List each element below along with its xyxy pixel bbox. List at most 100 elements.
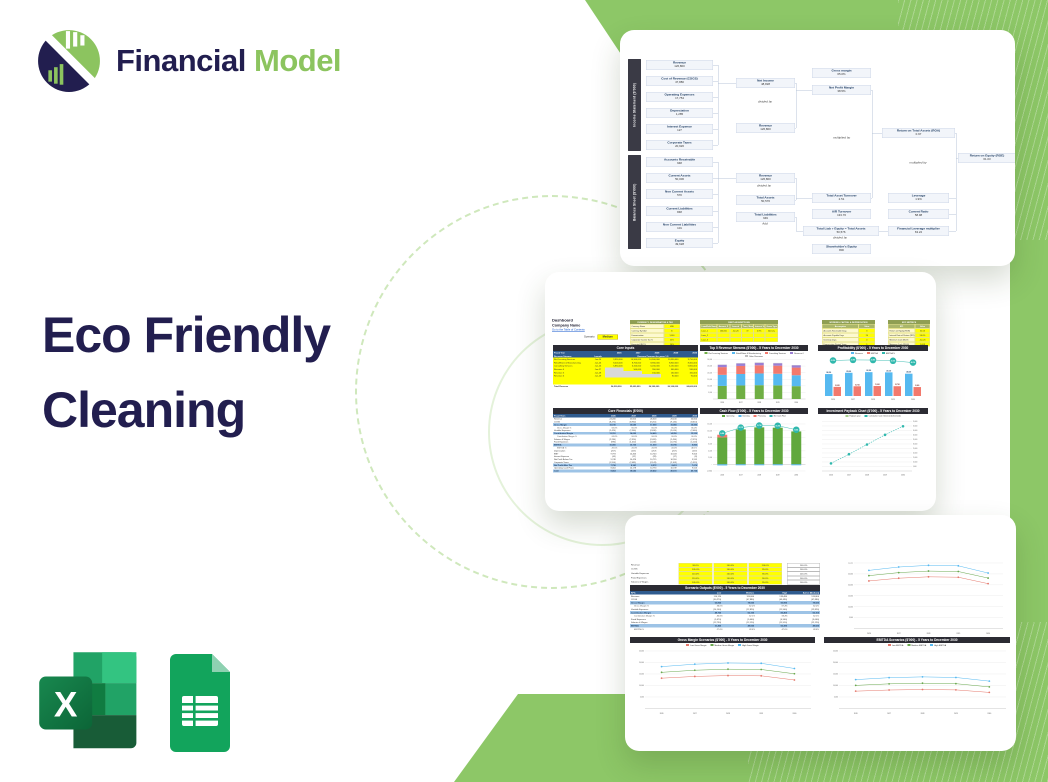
line-marker [868, 574, 870, 577]
legend-label: EBITDA % [885, 351, 896, 355]
axis-label: 20,000 [833, 662, 838, 664]
line-marker [888, 676, 890, 679]
axis-label: 25,000 [639, 651, 644, 653]
legend-item: Investing [738, 414, 750, 417]
line-marker [988, 691, 991, 694]
net-cash-flow-marker [756, 422, 763, 429]
cell: 8,400,000 [604, 360, 624, 365]
table-row: Contribution Margin 49,750 66,100 82,450 66,… [630, 610, 820, 615]
flow-node-value: 948 [677, 162, 682, 166]
cell: 40,181 [657, 469, 678, 473]
revenue-bar [885, 372, 893, 397]
flow-node-total_assets: Total Assets 50,576 [736, 195, 795, 205]
connector-line [956, 133, 957, 231]
cell: Gross Margin % [557, 426, 572, 429]
connector-line [718, 162, 719, 243]
line-marker [727, 668, 729, 671]
axis-label: 5,000 [849, 617, 853, 619]
flow-node-label: Current Assets [668, 174, 691, 178]
axis-label: 26,100 [886, 371, 891, 373]
dashboard-header: Dashboard Company Name Go to the Table o… [552, 318, 632, 340]
connector-line [710, 97, 718, 98]
axis-label: 40,000 [913, 435, 917, 437]
chart-canvas: 5,000 10,000 15,000 20,000 25,000 30,000 35,00… [822, 421, 917, 476]
investing-swatch [738, 414, 742, 417]
flow-node-net_income: Net Income 48,828 [736, 78, 795, 88]
cell: 9,950,000 [604, 357, 624, 361]
cell: (257) [671, 449, 677, 452]
cell: 17,090 [636, 423, 658, 427]
axis-label: 2030 [986, 633, 990, 635]
flow-node-label: Shareholder's Equity [826, 245, 857, 249]
bar-segment [773, 385, 783, 400]
connector-line [876, 231, 888, 232]
line-marker [660, 677, 663, 680]
line-marker [660, 665, 663, 668]
column-header: Medium [722, 591, 756, 595]
line-marker [727, 674, 729, 677]
cell: $ [663, 328, 680, 334]
hero-title-line1: Eco Friendly [42, 307, 331, 363]
axis-label: 2028 [757, 474, 761, 476]
axis-label: 41.5% [831, 359, 836, 362]
cell: Revenue 4 [553, 367, 592, 371]
cell: (47,880) [811, 598, 819, 601]
cell: 100.0% [713, 571, 748, 576]
axis-label: 41.9% [851, 359, 856, 362]
column-header: Assumption [822, 324, 859, 329]
table-row: Loan_2 [700, 333, 778, 338]
scenario-chip[interactable]: Medium [597, 334, 618, 340]
ebitda-bar [833, 387, 841, 397]
cell [729, 337, 742, 343]
table-row: Gross Margin 15,730 16,640 17,090 16,960 15,9… [553, 423, 698, 427]
flow-node-value: 949 [763, 217, 768, 221]
axis-label: 30,000 [913, 444, 917, 446]
cell: Cash [553, 469, 597, 473]
cell: 56.0% [716, 604, 723, 608]
dashboard-title: Dashboard [552, 318, 573, 323]
flow-node-roe: Return on Equity (ROE) 61.03 [958, 153, 1015, 163]
line-marker [987, 582, 989, 585]
axis-label: 2029 [759, 713, 763, 715]
connector-line [710, 129, 718, 130]
chart-area: (2,000) - 2,000 4,000 6,000 8,000 10,000 12,000… [700, 418, 808, 480]
cell: 25% [663, 337, 680, 343]
cell: 78,920 [722, 600, 756, 605]
cell: EBITDA % [557, 446, 567, 449]
cell: 126,800 [746, 594, 755, 598]
hero-title: Eco Friendly Cleaning [42, 298, 331, 448]
cell: (9,210) [649, 420, 657, 423]
flow-node-label: Corporate Taxes [667, 141, 692, 145]
axis-label: 2030 [794, 474, 798, 476]
axis-label: 10,790 [895, 384, 900, 386]
investing-bar [772, 464, 783, 466]
flow-node-value: 126,800 [760, 128, 771, 132]
bar-segment [717, 364, 727, 368]
chart-canvas: 5,000 10,000 15,000 20,000 25,000 2026 2027 202… [833, 651, 1006, 715]
mini-table-title: CURRENCY, DENOMINATION & TAX [630, 320, 680, 325]
cell: 139,480 [779, 594, 787, 598]
cell: Salaries & Wages [554, 437, 570, 441]
table-row: Revenue 114,120 126,800 139,480 126,800 [630, 594, 820, 598]
cell [604, 370, 624, 375]
cell: Re-Occurring Services [553, 357, 592, 361]
ebitda-percent-marker [909, 359, 917, 367]
cell [753, 337, 765, 343]
axis-label: 2028 [927, 633, 931, 635]
chart-area: 5,000 10,000 15,000 20,000 25,000 30,000 2026 2… [839, 559, 1007, 638]
cell: Denomination [630, 333, 664, 338]
line-marker [955, 689, 957, 691]
axis-label: 5,000 [913, 466, 917, 468]
cell: 110.0% [748, 563, 783, 568]
cell: Minimum Cash Month [888, 337, 915, 343]
cell: Operating Cash Flows [554, 466, 574, 470]
line-marker [868, 580, 870, 582]
axis-label: 2027 [739, 474, 743, 476]
connector-line [710, 227, 718, 228]
cell: 24,600,000 [686, 384, 697, 388]
cell: 10,500,000 [642, 357, 661, 361]
table-of-contents-link[interactable]: Go to the Table of Contents [552, 328, 585, 332]
cell: 100.0% [787, 563, 820, 568]
cell: 100.0% [787, 571, 820, 576]
cell: 14,080 [616, 431, 637, 435]
